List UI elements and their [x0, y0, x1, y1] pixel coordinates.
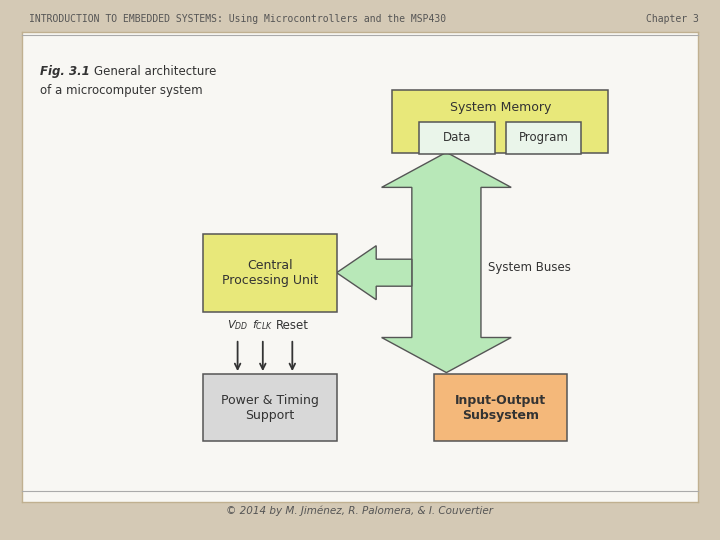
Bar	[419, 122, 495, 154]
Text: System Memory: System Memory	[450, 101, 551, 114]
Bar	[203, 233, 336, 312]
Text: © 2014 by M. Jiménez, R. Palomera, & I. Couvertier: © 2014 by M. Jiménez, R. Palomera, & I. …	[227, 505, 493, 516]
Text: Chapter 3: Chapter 3	[646, 14, 698, 24]
Bar	[203, 374, 336, 442]
Text: Program: Program	[518, 131, 569, 144]
Text: Data: Data	[443, 131, 472, 144]
Text: INTRODUCTION TO EMBEDDED SYSTEMS: Using Microcontrollers and the MSP430: INTRODUCTION TO EMBEDDED SYSTEMS: Using …	[29, 14, 446, 24]
Bar	[433, 374, 567, 442]
Text: Input-Output
Subsystem: Input-Output Subsystem	[455, 394, 546, 422]
Text: System Buses: System Buses	[488, 261, 571, 274]
Text: $f_{CLK}$: $f_{CLK}$	[252, 319, 274, 332]
Polygon shape	[337, 246, 412, 300]
Bar	[505, 122, 582, 154]
Text: $V_{DD}$: $V_{DD}$	[227, 319, 248, 332]
Polygon shape	[382, 152, 511, 373]
Text: General architecture: General architecture	[94, 65, 216, 78]
Text: of a microcomputer system: of a microcomputer system	[40, 84, 202, 97]
Text: Power & Timing
Support: Power & Timing Support	[221, 394, 319, 422]
Text: Reset: Reset	[276, 319, 309, 332]
Text: Fig. 3.1: Fig. 3.1	[40, 65, 89, 78]
Bar	[392, 91, 608, 152]
Text: Central
Processing Unit: Central Processing Unit	[222, 259, 318, 287]
